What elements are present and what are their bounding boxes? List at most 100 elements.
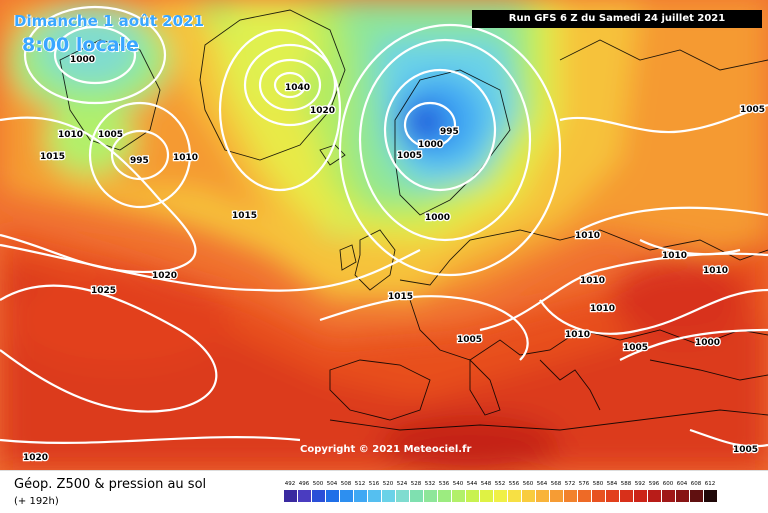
isobar-label: 1005 <box>740 105 765 115</box>
legend-entry: 492 <box>283 481 297 502</box>
legend-swatch <box>423 490 437 502</box>
isobar-label: 995 <box>130 156 149 166</box>
legend-value: 576 <box>578 481 590 487</box>
legend-swatch <box>577 490 591 502</box>
isobar-label: 1020 <box>310 106 335 116</box>
legend-value: 500 <box>312 481 324 487</box>
legend-entry: 544 <box>465 481 479 502</box>
legend-entry: 520 <box>381 481 395 502</box>
legend-value: 608 <box>690 481 702 487</box>
isobar-label: 1025 <box>91 286 116 296</box>
legend-entry: 588 <box>619 481 633 502</box>
legend-entry: 516 <box>367 481 381 502</box>
legend-swatch <box>703 490 717 502</box>
legend-value: 528 <box>410 481 422 487</box>
product-title: Géop. Z500 & pression au sol <box>14 477 207 492</box>
legend-entry: 576 <box>577 481 591 502</box>
isobar-label: 1000 <box>418 140 443 150</box>
legend-value: 560 <box>522 481 534 487</box>
legend-value: 604 <box>676 481 688 487</box>
legend-swatch <box>395 490 409 502</box>
geopotential-field: 1000 1005 1010 995 1010 1015 1040 1020 1… <box>0 0 768 470</box>
footer: Géop. Z500 & pression au sol (+ 192h) 49… <box>0 470 768 513</box>
run-info: Run GFS 6 Z du Samedi 24 juillet 2021 <box>472 10 762 28</box>
legend-swatch <box>353 490 367 502</box>
legend-entry: 524 <box>395 481 409 502</box>
legend-value: 592 <box>634 481 646 487</box>
legend-swatch <box>535 490 549 502</box>
isobar-label: 1010 <box>565 330 590 340</box>
legend-value: 572 <box>564 481 576 487</box>
isobar-label: 1010 <box>58 130 83 140</box>
legend-entry: 540 <box>451 481 465 502</box>
legend-value: 552 <box>494 481 506 487</box>
isobar-label: 1010 <box>590 304 615 314</box>
legend-value: 532 <box>424 481 436 487</box>
legend-entry: 500 <box>311 481 325 502</box>
legend-entry: 568 <box>549 481 563 502</box>
legend-swatch <box>647 490 661 502</box>
legend-swatch <box>675 490 689 502</box>
legend-entry: 504 <box>325 481 339 502</box>
legend-swatch <box>367 490 381 502</box>
legend-swatch <box>297 490 311 502</box>
legend-entry: 572 <box>563 481 577 502</box>
isobar-label: 1005 <box>397 151 422 161</box>
weather-map: 1000 1005 1010 995 1010 1015 1040 1020 1… <box>0 0 768 470</box>
isobar-label: 995 <box>440 127 459 137</box>
legend-swatch <box>437 490 451 502</box>
legend-swatch <box>311 490 325 502</box>
legend-swatch <box>521 490 535 502</box>
legend-swatch <box>619 490 633 502</box>
forecast-time: 8:00 locale <box>22 34 139 56</box>
isobar-label: 1010 <box>662 251 687 261</box>
legend-value: 496 <box>298 481 310 487</box>
legend-swatch <box>465 490 479 502</box>
legend-entry: 512 <box>353 481 367 502</box>
legend-swatch <box>507 490 521 502</box>
legend-value: 540 <box>452 481 464 487</box>
legend-entry: 508 <box>339 481 353 502</box>
isobar-label: 1005 <box>98 130 123 140</box>
legend-entry: 612 <box>703 481 717 502</box>
legend-entry: 552 <box>493 481 507 502</box>
isobar-label: 1000 <box>425 213 450 223</box>
legend-swatch <box>493 490 507 502</box>
isobar-lines <box>0 5 768 448</box>
isobar-label: 1005 <box>457 335 482 345</box>
isobar-label: 1010 <box>575 231 600 241</box>
legend-swatch <box>563 490 577 502</box>
legend-value: 492 <box>284 481 296 487</box>
legend-value: 580 <box>592 481 604 487</box>
legend-entry: 584 <box>605 481 619 502</box>
isobar-label: 1005 <box>733 445 758 455</box>
isobar-label: 1000 <box>70 55 95 65</box>
isobar-label: 1010 <box>173 153 198 163</box>
isobar-label: 1040 <box>285 83 310 93</box>
legend-swatch <box>591 490 605 502</box>
legend-swatch <box>689 490 703 502</box>
legend-swatch <box>451 490 465 502</box>
legend-swatch <box>339 490 353 502</box>
legend-entry: 604 <box>675 481 689 502</box>
isobar-labels: 1000 1005 1010 995 1010 1015 1040 1020 1… <box>22 54 767 465</box>
legend-swatch <box>661 490 675 502</box>
legend-value: 512 <box>354 481 366 487</box>
legend-value: 544 <box>466 481 478 487</box>
color-legend: 492 496 500 504 508 512 516 520 524 528 532 536 540 5… <box>283 481 717 502</box>
legend-swatch <box>325 490 339 502</box>
legend-entry: 580 <box>591 481 605 502</box>
isobar-label: 1000 <box>695 338 720 348</box>
legend-entry: 596 <box>647 481 661 502</box>
legend-value: 596 <box>648 481 660 487</box>
legend-value: 548 <box>480 481 492 487</box>
legend-entry: 564 <box>535 481 549 502</box>
legend-value: 556 <box>508 481 520 487</box>
legend-entry: 536 <box>437 481 451 502</box>
legend-value: 520 <box>382 481 394 487</box>
legend-value: 516 <box>368 481 380 487</box>
isobar-label: 1015 <box>40 152 65 162</box>
legend-entry: 548 <box>479 481 493 502</box>
legend-swatch <box>605 490 619 502</box>
forecast-hour: (+ 192h) <box>14 496 59 507</box>
